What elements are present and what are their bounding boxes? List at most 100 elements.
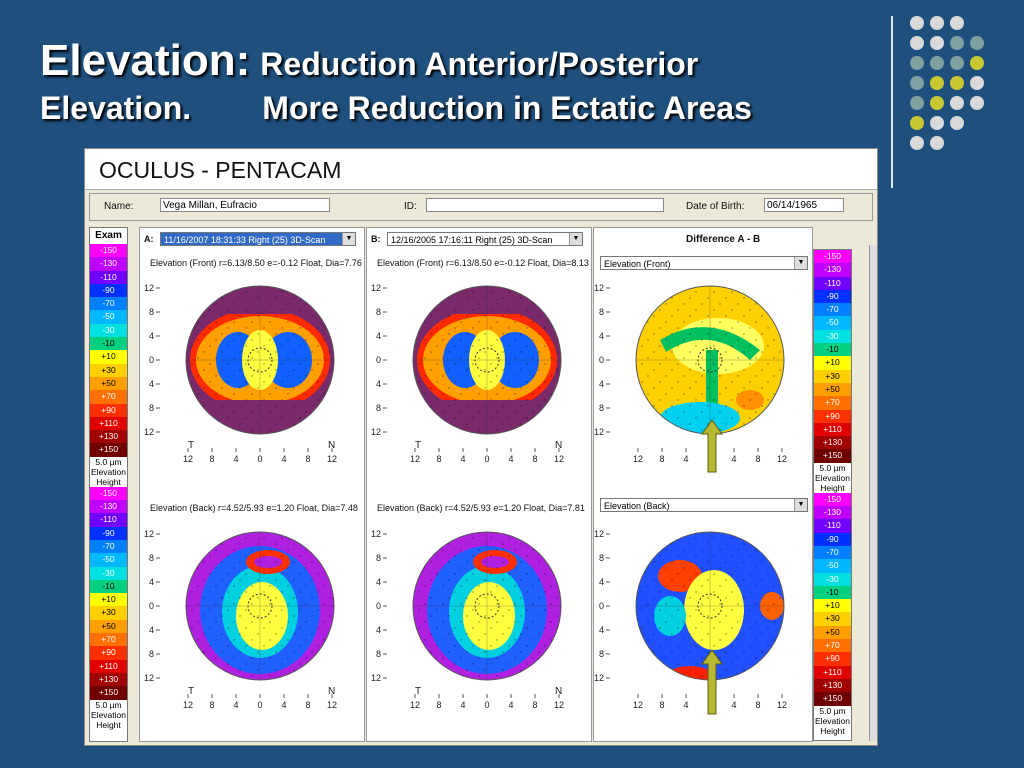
stipple-dot (695, 627, 697, 629)
legend-swatch: -110 (90, 513, 127, 527)
stipple-dot (299, 363, 301, 365)
nasal-label: N (555, 686, 562, 697)
stipple-dot (713, 573, 715, 575)
stipple-dot (647, 339, 649, 341)
stipple-dot (653, 333, 655, 335)
dob-label: Date of Birth: (686, 201, 745, 212)
stipple-dot (496, 621, 498, 623)
stipple-dot (773, 532, 775, 533)
app-title: OCULUS - PENTACAM (99, 157, 342, 183)
id-field[interactable] (426, 198, 664, 212)
stipple-dot (287, 321, 289, 323)
stipple-dot (191, 399, 193, 401)
map-zone (660, 402, 740, 434)
stipple-dot (323, 657, 325, 659)
stipple-dot (689, 615, 691, 617)
name-field[interactable]: Vega Millan, Eufracio (160, 198, 330, 212)
stipple-dot (743, 315, 745, 317)
stipple-dot (743, 387, 745, 389)
stipple-dot (233, 603, 235, 605)
stipple-dot (287, 585, 289, 587)
chevron-down-icon[interactable]: ▼ (794, 257, 807, 269)
stipple-dot (454, 555, 456, 557)
y-tick-label: 4 (376, 625, 381, 635)
stipple-dot (227, 555, 229, 557)
stipple-dot (239, 669, 241, 671)
stipple-dot (544, 345, 546, 347)
stipple-dot (436, 555, 438, 557)
pentacam-window: OCULUS - PENTACAM Name: Vega Millan, Euf… (84, 148, 878, 746)
stipple-dot (466, 615, 468, 617)
stipple-dot (514, 357, 516, 359)
right-scrollbar[interactable] (869, 245, 877, 741)
stipple-dot (484, 633, 486, 635)
stipple-dot (448, 369, 450, 371)
exam-b-select[interactable]: 12/16/2005 17:16:11 Right (25) 3D-Scan ▼ (387, 232, 583, 246)
stipple-dot (257, 633, 259, 635)
stipple-dot (526, 381, 528, 383)
chevron-down-icon[interactable]: ▼ (342, 233, 355, 245)
stipple-dot (556, 651, 558, 653)
stipple-dot (490, 363, 492, 365)
stipple-dot (203, 369, 205, 371)
stipple-dot (707, 615, 709, 617)
stipple-dot (287, 621, 289, 623)
stipple-dot (743, 351, 745, 353)
stipple-dot (707, 597, 709, 599)
stipple-dot (436, 417, 438, 419)
decorative-dot (950, 16, 964, 30)
stipple-dot (755, 357, 757, 359)
stipple-dot (191, 537, 193, 539)
y-tick-label: 4 (599, 379, 604, 389)
stipple-dot (257, 423, 259, 425)
chevron-down-icon[interactable]: ▼ (794, 499, 807, 511)
stipple-dot (227, 345, 229, 347)
stipple-dot (269, 603, 271, 605)
y-tick-label: 12 (594, 427, 604, 437)
y-tick-label: 4 (149, 577, 154, 587)
stipple-dot (502, 297, 504, 299)
slide-subtitle: Elevation. More Reduction in Ectatic Are… (40, 90, 752, 126)
stipple-dot (215, 585, 217, 587)
exam-a-select[interactable]: 11/16/2007 18:31:33 Right (25) 3D-Scan ▼ (160, 232, 356, 246)
stipple-dot (430, 423, 432, 425)
stipple-dot (550, 339, 552, 341)
stipple-dot (514, 603, 516, 605)
stipple-dot (641, 309, 643, 311)
legend-swatch: -10 (814, 343, 851, 357)
legend-unit2-2: Height (90, 719, 127, 730)
stipple-dot (227, 663, 229, 665)
stipple-dot (239, 543, 241, 545)
stipple-dot (424, 532, 426, 533)
stipple-dot (514, 549, 516, 551)
stipple-dot (466, 315, 468, 317)
stipple-dot (532, 585, 534, 587)
stipple-dot (695, 417, 697, 419)
stipple-dot (293, 579, 295, 581)
x-tick-label: 0 (257, 700, 262, 710)
stipple-dot (532, 357, 534, 359)
stipple-dot (197, 303, 199, 305)
stipple-dot (251, 339, 253, 341)
stipple-dot (227, 363, 229, 365)
stipple-dot (472, 537, 474, 539)
dob-field[interactable]: 06/14/1965 (764, 198, 844, 212)
stipple-dot (653, 405, 655, 407)
stipple-dot (725, 561, 727, 563)
decorative-dot (910, 116, 924, 130)
chevron-down-icon[interactable]: ▼ (569, 233, 582, 245)
stipple-dot (430, 543, 432, 545)
stipple-dot (659, 537, 661, 539)
y-tick-label: 8 (376, 553, 381, 563)
diff-front-select[interactable]: Elevation (Front) ▼ (600, 256, 808, 270)
stipple-dot (496, 303, 498, 305)
legend-step: 5.0 µm (90, 456, 127, 467)
stipple-dot (665, 639, 667, 641)
stipple-dot (508, 609, 510, 611)
stipple-dot (305, 286, 307, 287)
stipple-dot (293, 351, 295, 353)
diff-back-select[interactable]: Elevation (Back) ▼ (600, 498, 808, 512)
stipple-dot (197, 286, 199, 287)
stipple-dot (221, 615, 223, 617)
stipple-dot (755, 321, 757, 323)
